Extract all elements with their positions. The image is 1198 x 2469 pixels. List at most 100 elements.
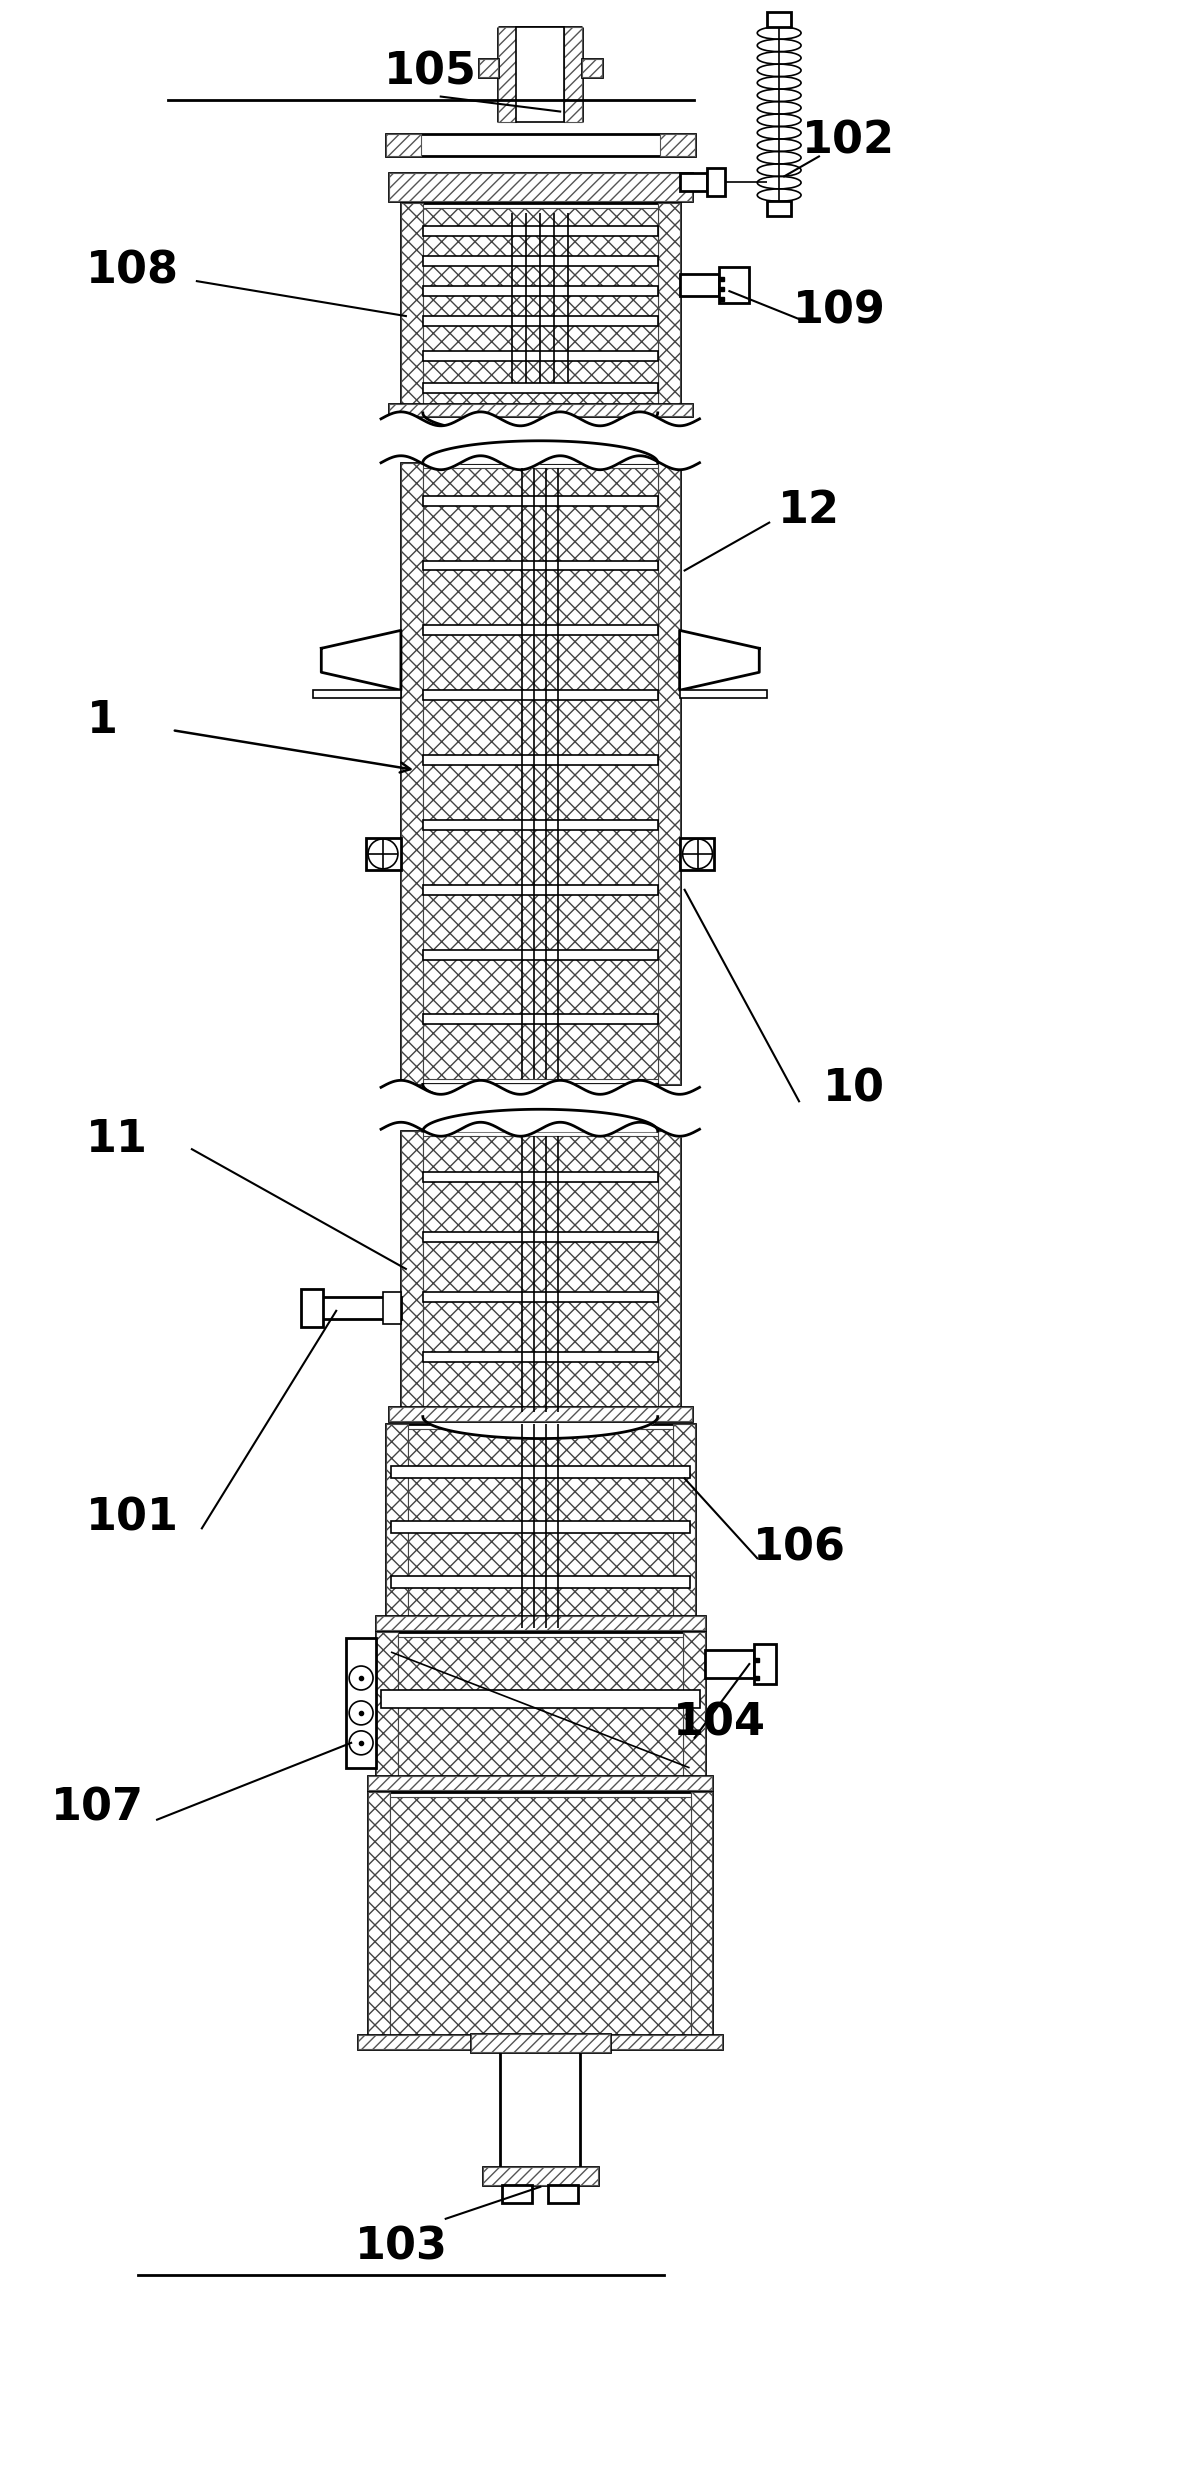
Bar [423, 1015, 658, 1025]
Bar [767, 12, 791, 27]
Text: 105: 105 [385, 49, 477, 94]
Bar [471, 2034, 610, 2052]
Bar [755, 1644, 776, 1684]
Text: 11: 11 [86, 1118, 149, 1160]
Text: 10: 10 [823, 1067, 885, 1111]
Bar [708, 168, 726, 198]
Bar [423, 1136, 658, 1412]
Bar [423, 286, 658, 296]
Bar [368, 1775, 713, 1790]
Bar [658, 202, 679, 412]
Bar [679, 173, 708, 193]
Bar [423, 316, 658, 326]
Bar [401, 1131, 679, 1417]
Bar [690, 1792, 713, 2047]
Text: 102: 102 [803, 121, 895, 163]
Bar [389, 405, 691, 415]
Bar [720, 267, 749, 304]
Bar [423, 625, 658, 635]
Bar [391, 1575, 690, 1588]
Bar [423, 820, 658, 830]
Bar [368, 1792, 713, 2047]
Bar [423, 1291, 658, 1301]
Bar [423, 1173, 658, 1183]
Bar [383, 1291, 401, 1323]
Bar [401, 1131, 423, 1417]
Bar [423, 496, 658, 506]
Bar [658, 1131, 679, 1417]
Bar [386, 1425, 407, 1627]
Text: 106: 106 [752, 1526, 846, 1570]
Bar [346, 1637, 376, 1768]
Bar [423, 257, 658, 267]
Bar [478, 59, 498, 77]
Text: 12: 12 [778, 489, 840, 533]
Bar [549, 2185, 579, 2202]
Text: 104: 104 [673, 1701, 766, 1746]
Bar [376, 1617, 704, 1630]
Bar [502, 2185, 532, 2202]
Bar [389, 405, 691, 415]
Bar [423, 560, 658, 570]
Bar [498, 27, 516, 121]
Bar [660, 133, 695, 156]
Bar [376, 1632, 398, 1788]
Bar [386, 133, 420, 156]
Text: 101: 101 [86, 1496, 179, 1541]
Bar [423, 691, 658, 701]
Bar [386, 1425, 695, 1627]
Bar [381, 1689, 700, 1709]
Bar [658, 462, 679, 1084]
Bar [401, 202, 679, 412]
Text: 109: 109 [792, 289, 885, 333]
Bar [423, 207, 658, 407]
Bar [386, 133, 695, 156]
Bar [358, 2034, 722, 2049]
Bar [401, 202, 423, 412]
Bar [389, 173, 691, 202]
Bar [483, 2168, 598, 2185]
Bar [311, 1296, 401, 1318]
Bar [401, 462, 679, 1084]
Bar [389, 1407, 691, 1420]
Text: 103: 103 [355, 2225, 447, 2269]
Bar [376, 1632, 704, 1788]
Bar [683, 1632, 704, 1788]
Bar [478, 59, 498, 77]
Bar [389, 173, 691, 202]
Bar [679, 274, 720, 296]
Bar [391, 1797, 690, 2042]
Bar [679, 691, 767, 699]
Bar [423, 227, 658, 237]
Bar [314, 691, 401, 699]
Bar [391, 1467, 690, 1479]
Bar [368, 1792, 391, 2047]
Bar [302, 1289, 323, 1326]
Bar [423, 756, 658, 765]
Polygon shape [679, 630, 760, 691]
Bar [423, 351, 658, 360]
Bar [401, 462, 423, 1084]
Text: 1: 1 [86, 699, 117, 741]
Bar [367, 837, 401, 869]
Bar [376, 1617, 704, 1630]
Bar [389, 1407, 691, 1420]
Polygon shape [321, 630, 401, 691]
Bar [423, 467, 658, 1079]
Bar [423, 951, 658, 960]
Bar [407, 1430, 672, 1622]
Bar [471, 2034, 610, 2052]
Bar [423, 884, 658, 894]
Bar [423, 1232, 658, 1242]
Bar [516, 27, 564, 121]
Bar [564, 27, 582, 121]
Bar [679, 837, 714, 869]
Bar [672, 1425, 695, 1627]
Bar [582, 59, 601, 77]
Text: 108: 108 [86, 249, 179, 294]
Bar [423, 383, 658, 393]
Bar [704, 1649, 755, 1679]
Bar [483, 2168, 598, 2185]
Bar [391, 1521, 690, 1533]
Bar [368, 1775, 713, 1790]
